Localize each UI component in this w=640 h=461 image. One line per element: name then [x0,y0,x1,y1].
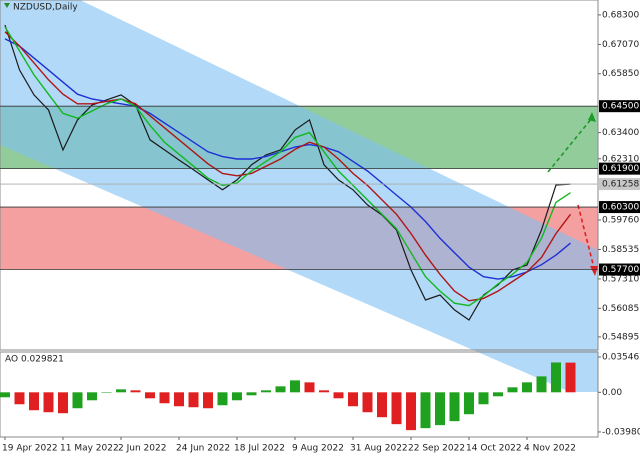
ao-bar [435,392,445,426]
ao-bar [565,362,576,393]
y-tick-label: 0.67070 [602,40,639,50]
x-tick-label: 11 May 2022 [60,444,119,454]
x-tick-label: 18 Jul 2022 [234,444,285,454]
current-label-bg [599,178,640,191]
y-tick-label: 0.54895 [602,332,639,342]
y-tick-label: 0.59760 [602,216,639,226]
ao-bar [304,382,315,393]
y-tick-label: 0.58535 [602,245,639,255]
ao-bar [319,390,329,393]
ao-bar [101,392,112,393]
ao-bar [478,392,489,405]
x-tick-label: 2 Jun 2022 [118,444,166,454]
x-tick-label: 14 Oct 2022 [466,444,522,454]
ao-bar [551,362,561,393]
ao-bar [87,392,97,401]
ao-bar [116,389,126,393]
x-tick-label: 19 Apr 2022 [2,444,58,454]
ao-bar [464,392,474,415]
ao-bar [406,392,416,431]
y-tick-label: 0.63400 [602,128,639,138]
ao-bar [174,392,184,407]
ao-bar [188,392,199,408]
ao-bar [522,382,532,393]
ao-bar [362,392,373,413]
ao-bar [217,392,228,406]
ao-tick-label: -0.039807 [602,427,640,437]
ao-bar [43,392,54,413]
ao-bar [420,392,431,429]
level-label: 0.60300 [602,203,639,213]
ao-bar [58,392,68,414]
down-arrow [577,204,595,269]
level-label: 0.61900 [602,164,639,174]
ao-bar [493,392,503,397]
ao-frame [0,351,599,438]
y-tick-label: 0.56085 [602,304,639,314]
ao-bar [145,392,155,399]
y-tick-label: 0.65850 [602,69,639,79]
moving-average [4,38,571,280]
y-tick-label: 0.57310 [602,274,639,284]
x-tick-label: 9 Aug 2022 [292,444,344,454]
moving-average [4,26,571,307]
ao-tick-label: 0.00 [602,388,622,398]
ao-bar [29,392,39,411]
x-tick-label: 24 Jun 2022 [176,444,230,454]
main-frame [0,0,599,351]
level-label-bg [599,162,640,175]
y-tick-label: 0.68300 [602,10,639,20]
ao-bar [0,392,10,398]
title-icon [4,3,10,8]
up-arrow-head [588,112,596,122]
ao-bar [391,392,402,425]
ao-bar [507,387,518,393]
ao-bar [261,390,271,393]
current-price-label: 0.61258 [602,180,639,190]
ao-bar [449,392,460,422]
level-label: 0.57700 [602,265,639,275]
chart-title: NZDUSD,Daily [13,3,78,13]
ao-bar [377,392,387,418]
level-label-bg [599,100,640,113]
ao-bar [246,392,257,396]
ao-bar [290,380,300,393]
ao-bar [130,390,141,393]
ao-bar [159,392,170,404]
ao-bar [275,386,286,393]
ao-bar [232,392,242,401]
y-tick-label: 0.62310 [602,154,639,164]
level-label-bg [599,201,640,214]
ao-bar [72,392,83,409]
ao-bar [14,392,25,405]
level-label-bg [599,263,640,276]
level-label: 0.64500 [602,102,639,112]
ao-title: AO 0.029821 [5,355,64,365]
x-tick-label: 22 Sep 2022 [408,444,465,454]
ao-tick-label: 0.035462 [602,353,640,363]
moving-average [4,31,572,302]
x-tick-label: 31 Aug 2022 [350,444,408,454]
trend-channel [0,0,598,392]
ao-bar [333,392,344,399]
x-tick-label: 4 Nov 2022 [524,444,576,454]
ao-bar [536,376,547,393]
ao-bar [203,392,213,409]
down-arrow-head [590,266,598,276]
ao-bar [348,392,358,407]
plot [4,24,572,321]
up-arrow [547,117,593,173]
